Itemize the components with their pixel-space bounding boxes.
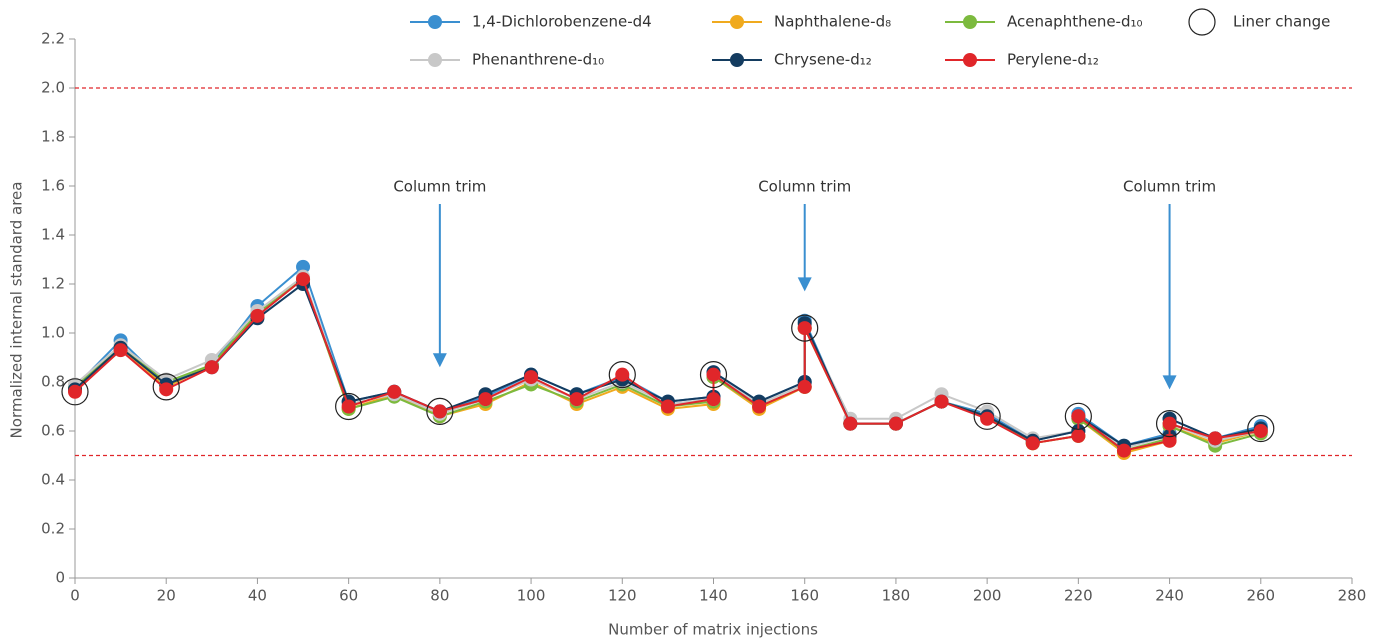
data-point (1071, 428, 1086, 443)
x-tick-label: 80 (430, 587, 449, 605)
data-point (478, 392, 493, 407)
legend-marker (730, 15, 744, 29)
legend-marker (1188, 8, 1216, 36)
data-point (1025, 436, 1040, 451)
liner-change-marker (1247, 414, 1275, 443)
x-tick-label: 140 (699, 587, 728, 605)
legend-marker (428, 53, 442, 67)
y-tick-label: 1.0 (41, 324, 65, 342)
y-tick-label: 1.4 (41, 226, 65, 244)
legend-label: Liner change (1233, 13, 1330, 31)
y-axis-label: Normalized internal standard area (8, 182, 26, 439)
liner-change-marker (699, 361, 728, 389)
y-tick-label: 0.6 (41, 422, 65, 440)
data-point (1162, 433, 1177, 448)
data-point (113, 343, 128, 358)
x-tick-label: 220 (1064, 587, 1093, 605)
annotation-arrowhead (797, 277, 812, 292)
data-point (615, 367, 630, 382)
data-point (706, 392, 721, 407)
y-tick-label: 2.2 (41, 30, 65, 48)
x-tick-label: 200 (973, 587, 1002, 605)
liner-change-marker (426, 397, 454, 425)
data-point (296, 272, 311, 287)
data-point (341, 399, 356, 414)
data-point (1116, 443, 1131, 458)
data-point (159, 382, 174, 397)
legend-label: Acenaphthene-d₁₀ (1007, 13, 1143, 31)
liner-change-marker (608, 361, 636, 389)
data-point (68, 384, 82, 399)
x-tick-label: 20 (157, 587, 176, 605)
x-tick-label: 260 (1246, 587, 1275, 605)
legend-label: Phenanthrene-d₁₀ (472, 51, 604, 69)
data-point (797, 379, 812, 394)
x-tick-label: 280 (1338, 587, 1367, 605)
data-point (843, 416, 858, 431)
data-point (1071, 409, 1086, 424)
y-tick-label: 0.8 (41, 373, 65, 391)
x-tick-label: 160 (790, 587, 819, 605)
liner-change-marker (152, 373, 180, 401)
x-tick-label: 120 (608, 587, 637, 605)
liner-change-marker (1064, 402, 1092, 430)
data-point (432, 404, 447, 419)
data-point (1253, 424, 1268, 438)
data-point (524, 370, 539, 385)
annotation-text: Column trim (393, 178, 486, 196)
data-point (1208, 431, 1223, 446)
y-tick-label: 1.6 (41, 177, 65, 195)
x-tick-label: 180 (882, 587, 911, 605)
y-tick-label: 0 (55, 569, 65, 587)
legend-marker (428, 15, 442, 29)
data-point (204, 360, 219, 375)
data-point (250, 308, 265, 323)
legend-label: Perylene-d₁₂ (1007, 51, 1099, 69)
data-point (706, 367, 721, 382)
legend-marker (963, 15, 977, 29)
legend-label: 1,4-Dichlorobenzene-d4 (472, 13, 652, 31)
legend-label: Chrysene-d₁₂ (774, 51, 872, 69)
liner-change-marker (973, 402, 1001, 430)
x-tick-label: 0 (70, 587, 80, 605)
data-point (1162, 416, 1177, 431)
x-tick-label: 40 (248, 587, 267, 605)
liner-change-marker (1155, 410, 1184, 438)
data-point (387, 384, 402, 399)
liner-change-marker (61, 378, 89, 406)
data-point (934, 394, 949, 409)
annotation-arrowhead (432, 353, 447, 368)
y-tick-label: 0.4 (41, 471, 65, 489)
annotation-text: Column trim (758, 178, 851, 196)
y-tick-label: 0.2 (41, 520, 65, 538)
y-tick-label: 1.8 (41, 128, 65, 146)
data-point (797, 321, 812, 336)
legend-marker (963, 53, 977, 67)
data-point (660, 399, 675, 414)
data-point (888, 416, 903, 431)
y-tick-label: 2.0 (41, 79, 65, 97)
legend-marker (730, 53, 744, 67)
data-point (569, 392, 584, 407)
liner-change-marker (791, 314, 819, 342)
annotation-text: Column trim (1123, 178, 1216, 196)
x-tick-label: 240 (1155, 587, 1184, 605)
annotation-arrowhead (1162, 375, 1177, 390)
data-point (752, 399, 767, 414)
x-tick-label: 100 (517, 587, 546, 605)
data-point (296, 259, 311, 274)
x-axis-label: Number of matrix injections (608, 621, 818, 639)
liner-change-marker (335, 392, 363, 421)
y-tick-label: 1.2 (41, 275, 65, 293)
x-tick-label: 60 (339, 587, 358, 605)
legend-label: Naphthalene-d₈ (774, 13, 891, 31)
data-point (980, 411, 995, 426)
